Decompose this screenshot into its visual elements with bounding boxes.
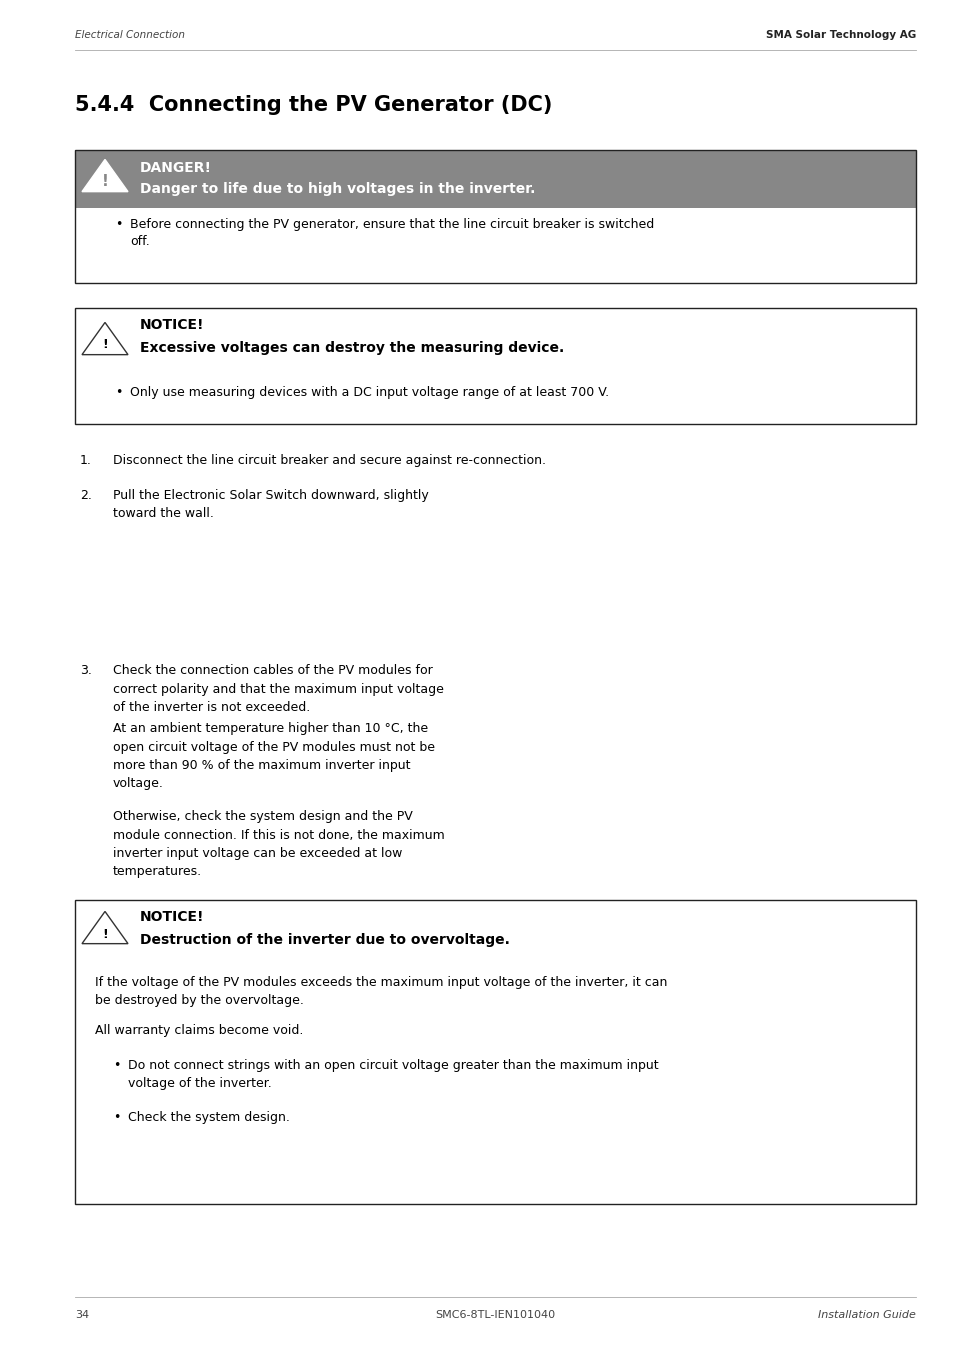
Text: All warranty claims become void.: All warranty claims become void. xyxy=(95,1023,303,1037)
Text: 3.: 3. xyxy=(80,664,91,677)
Text: 1.: 1. xyxy=(80,454,91,466)
FancyBboxPatch shape xyxy=(75,150,915,208)
Text: 5.4.4  Connecting the PV Generator (DC): 5.4.4 Connecting the PV Generator (DC) xyxy=(75,95,552,115)
Text: •: • xyxy=(112,1059,120,1072)
Text: SMA Solar Technology AG: SMA Solar Technology AG xyxy=(765,30,915,41)
Polygon shape xyxy=(82,322,128,354)
Text: Excessive voltages can destroy the measuring device.: Excessive voltages can destroy the measu… xyxy=(140,341,563,356)
Text: !: ! xyxy=(101,174,109,189)
Text: 2.: 2. xyxy=(80,489,91,502)
Text: Check the connection cables of the PV modules for
correct polarity and that the : Check the connection cables of the PV mo… xyxy=(112,664,443,714)
Polygon shape xyxy=(82,160,128,192)
Text: Installation Guide: Installation Guide xyxy=(818,1310,915,1320)
Text: SMC6-8TL-IEN101040: SMC6-8TL-IEN101040 xyxy=(435,1310,555,1320)
Text: Disconnect the line circuit breaker and secure against re-connection.: Disconnect the line circuit breaker and … xyxy=(112,454,545,466)
Text: NOTICE!: NOTICE! xyxy=(140,318,204,333)
Text: !: ! xyxy=(102,927,108,941)
Text: Only use measuring devices with a DC input voltage range of at least 700 V.: Only use measuring devices with a DC inp… xyxy=(130,387,608,399)
Text: If the voltage of the PV modules exceeds the maximum input voltage of the invert: If the voltage of the PV modules exceeds… xyxy=(95,976,667,1007)
Text: 34: 34 xyxy=(75,1310,89,1320)
Text: At an ambient temperature higher than 10 °C, the
open circuit voltage of the PV : At an ambient temperature higher than 10… xyxy=(112,722,435,791)
Text: Destruction of the inverter due to overvoltage.: Destruction of the inverter due to overv… xyxy=(140,933,509,946)
Text: Before connecting the PV generator, ensure that the line circuit breaker is swit: Before connecting the PV generator, ensu… xyxy=(130,218,654,247)
Text: •: • xyxy=(115,387,122,399)
Text: Danger to life due to high voltages in the inverter.: Danger to life due to high voltages in t… xyxy=(140,183,535,196)
FancyBboxPatch shape xyxy=(75,900,915,1205)
Text: !: ! xyxy=(102,338,108,352)
Polygon shape xyxy=(82,911,128,944)
Text: Otherwise, check the system design and the PV
module connection. If this is not : Otherwise, check the system design and t… xyxy=(112,810,444,879)
Text: Do not connect strings with an open circuit voltage greater than the maximum inp: Do not connect strings with an open circ… xyxy=(128,1059,658,1090)
Text: Electrical Connection: Electrical Connection xyxy=(75,30,185,41)
Text: DANGER!: DANGER! xyxy=(140,161,212,174)
Text: Check the system design.: Check the system design. xyxy=(128,1111,290,1124)
FancyBboxPatch shape xyxy=(75,308,915,425)
Text: Pull the Electronic Solar Switch downward, slightly
toward the wall.: Pull the Electronic Solar Switch downwar… xyxy=(112,489,428,521)
Text: •: • xyxy=(112,1111,120,1124)
Text: •: • xyxy=(115,218,122,231)
Text: NOTICE!: NOTICE! xyxy=(140,910,204,923)
